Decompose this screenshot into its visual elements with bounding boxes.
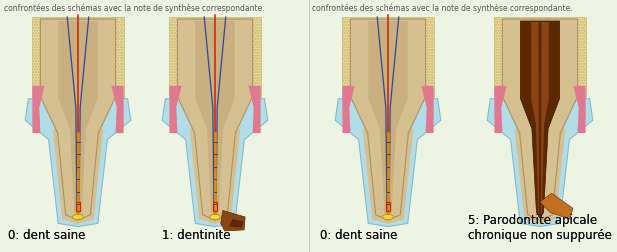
Polygon shape — [350, 20, 426, 220]
Polygon shape — [162, 99, 268, 227]
Text: 1: dentinite: 1: dentinite — [162, 228, 231, 241]
Polygon shape — [32, 18, 123, 125]
Polygon shape — [170, 86, 181, 134]
Ellipse shape — [73, 214, 83, 220]
Bar — [213, 202, 217, 211]
Ellipse shape — [383, 214, 394, 220]
Text: 0: dent saine: 0: dent saine — [320, 228, 397, 241]
Polygon shape — [196, 22, 234, 218]
Text: 0: dent saine: 0: dent saine — [8, 228, 85, 241]
Polygon shape — [177, 20, 252, 220]
Polygon shape — [368, 22, 408, 218]
Polygon shape — [52, 129, 104, 224]
Text: confrontées des schémas avec la note de synthèse correspondante.: confrontées des schémas avec la note de … — [4, 3, 265, 12]
Polygon shape — [515, 129, 565, 224]
Polygon shape — [363, 129, 413, 224]
Polygon shape — [228, 219, 243, 228]
Polygon shape — [170, 18, 260, 125]
Bar — [76, 202, 80, 211]
Polygon shape — [573, 86, 586, 134]
Text: 0: dent saine: 0: dent saine — [320, 228, 397, 241]
Polygon shape — [335, 99, 441, 227]
Polygon shape — [539, 22, 542, 217]
Polygon shape — [342, 18, 434, 125]
Polygon shape — [111, 86, 123, 134]
Text: 1: dentinite: 1: dentinite — [162, 228, 231, 241]
Polygon shape — [421, 86, 434, 134]
Polygon shape — [494, 18, 586, 125]
Ellipse shape — [210, 214, 220, 220]
Polygon shape — [520, 22, 560, 218]
Polygon shape — [59, 22, 97, 218]
Polygon shape — [221, 211, 245, 231]
Polygon shape — [342, 86, 355, 134]
Polygon shape — [502, 20, 578, 220]
Text: 5: Parodontite apicale
chronique non suppurée: 5: Parodontite apicale chronique non sup… — [468, 213, 612, 241]
Text: 5: Parodontite apicale
chronique non suppurée: 5: Parodontite apicale chronique non sup… — [468, 213, 612, 241]
Polygon shape — [248, 86, 260, 134]
Text: confrontées des schémas avec la note de synthèse correspondante.: confrontées des schémas avec la note de … — [312, 3, 573, 12]
Polygon shape — [189, 129, 241, 224]
Polygon shape — [540, 194, 573, 219]
Bar — [386, 202, 390, 211]
Text: 0: dent saine: 0: dent saine — [8, 228, 85, 241]
Polygon shape — [531, 23, 549, 217]
Polygon shape — [40, 20, 115, 220]
Polygon shape — [25, 99, 131, 227]
Polygon shape — [494, 86, 507, 134]
Polygon shape — [487, 99, 593, 227]
Polygon shape — [32, 86, 44, 134]
